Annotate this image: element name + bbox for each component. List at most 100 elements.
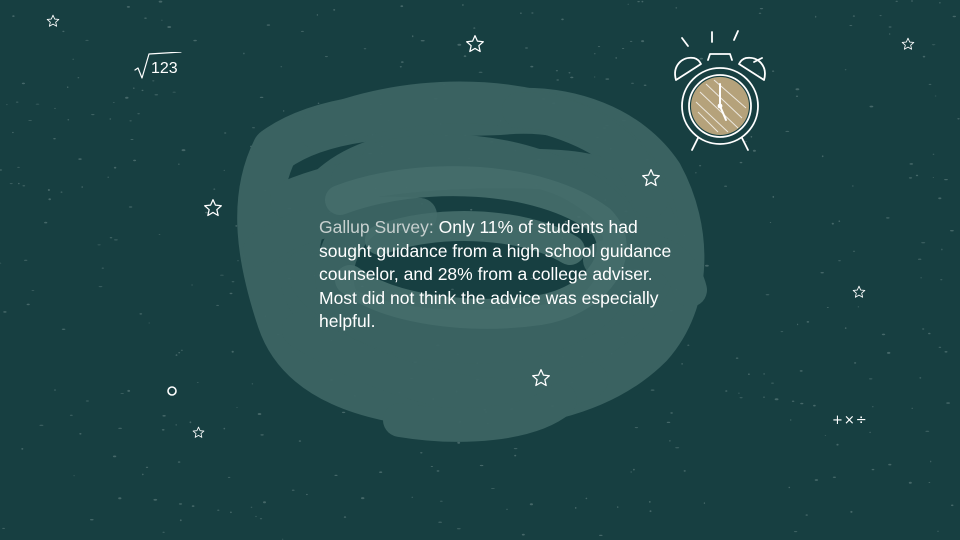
slide-body-text: Gallup Survey: Only 11% of students had … — [319, 216, 679, 334]
chalk-speck — [529, 503, 534, 506]
chalk-speck — [178, 163, 180, 165]
chalk-speck — [911, 0, 913, 2]
chalk-speck — [561, 18, 564, 21]
chalk-speck — [695, 172, 697, 174]
chalk-speck — [911, 407, 913, 409]
chalk-speck — [774, 398, 779, 401]
chalk-speck — [231, 281, 235, 283]
chalk-speck — [280, 66, 283, 68]
chalk-speck — [451, 288, 454, 290]
chalk-speck — [939, 2, 941, 4]
chalk-speck — [687, 344, 690, 346]
chalk-speck — [361, 497, 365, 500]
chalk-speck — [231, 350, 234, 353]
chalk-speck — [826, 307, 829, 308]
chalk-speck — [224, 132, 227, 134]
chalk-speck — [513, 448, 518, 450]
chalk-speck — [838, 220, 841, 222]
chalk-speck — [478, 71, 483, 73]
star-icon — [204, 199, 222, 217]
chalk-speck — [922, 328, 925, 330]
chalk-speck — [161, 19, 163, 21]
survey-source-label: Gallup Survey: — [319, 217, 434, 237]
chalk-speck — [162, 415, 166, 417]
chalk-speck — [821, 155, 824, 158]
chalk-speck — [631, 82, 634, 84]
chalk-speck — [928, 332, 931, 335]
chalk-speck — [283, 110, 285, 112]
chalk-speck — [617, 506, 619, 508]
chalk-speck — [251, 383, 254, 385]
chalk-speck — [12, 131, 14, 134]
chalk-speck — [178, 352, 181, 354]
chalk-speck — [205, 211, 209, 214]
chalk-speck — [133, 159, 137, 162]
star-icon — [901, 37, 915, 50]
chalk-speck — [251, 127, 256, 129]
chalk-speck — [800, 402, 804, 405]
chalk-speck — [895, 0, 898, 2]
chalk-speck — [650, 389, 655, 391]
chalk-speck — [127, 389, 131, 392]
chalk-speck — [599, 534, 603, 537]
chalk-speck — [594, 76, 596, 78]
chalk-speck — [229, 292, 233, 295]
chalk-speck — [938, 346, 942, 348]
chalk-speck — [648, 501, 651, 503]
chalk-speck — [85, 39, 89, 41]
chalk-speck — [79, 433, 82, 435]
chalk-speck — [772, 70, 775, 72]
scribble-center — [325, 166, 627, 329]
chalk-speck — [411, 496, 414, 498]
chalk-speck — [795, 95, 799, 98]
chalk-speck — [175, 354, 178, 356]
chalk-speck — [125, 96, 129, 99]
chalk-speck — [932, 153, 935, 155]
chalk-speck — [298, 440, 302, 442]
chalk-speck — [167, 26, 172, 28]
chalk-speck — [128, 206, 133, 208]
chalk-speck — [641, 0, 644, 3]
chalk-speck — [78, 158, 82, 160]
chalk-speck — [771, 382, 774, 384]
chalk-speck — [333, 9, 336, 11]
star-icon — [852, 285, 866, 298]
chalk-speck — [24, 259, 28, 261]
chalk-speck — [6, 104, 8, 106]
chalk-speck — [259, 96, 264, 98]
chalk-speck — [555, 70, 559, 72]
chalk-speck — [263, 501, 266, 504]
chalk-speck — [785, 130, 790, 132]
chalk-speck — [73, 475, 75, 477]
chalk-speck — [791, 400, 795, 402]
chalk-speck — [705, 264, 709, 267]
chalk-speck — [217, 509, 220, 511]
chalk-speck — [317, 102, 320, 105]
chalk-speck — [139, 313, 143, 315]
chalk-speck — [28, 120, 32, 121]
chalk-speck — [300, 30, 304, 32]
chalk-speck — [473, 27, 476, 29]
star-icon — [192, 426, 205, 438]
chalk-speck — [745, 140, 747, 143]
chalk-speck — [605, 78, 610, 80]
chalk-speck — [39, 424, 44, 426]
chalk-speck — [950, 230, 954, 232]
chalk-speck — [53, 138, 56, 140]
chalk-speck — [944, 179, 948, 181]
chalk-speck — [908, 481, 912, 484]
chalk-speck — [420, 452, 423, 454]
chalk-speck — [97, 244, 101, 246]
chalk-speck — [436, 470, 440, 472]
chalk-speck — [44, 221, 48, 224]
chalk-speck — [869, 431, 871, 434]
chalk-speck — [438, 521, 442, 523]
chalk-speck — [456, 528, 461, 530]
chalk-speck — [881, 333, 886, 336]
chalk-speck — [946, 402, 950, 404]
chalk-speck — [291, 489, 295, 491]
chalk-speck — [60, 191, 63, 193]
chalk-speck — [908, 177, 913, 179]
chalk-speck — [98, 286, 103, 288]
chalk-speck — [118, 497, 122, 500]
